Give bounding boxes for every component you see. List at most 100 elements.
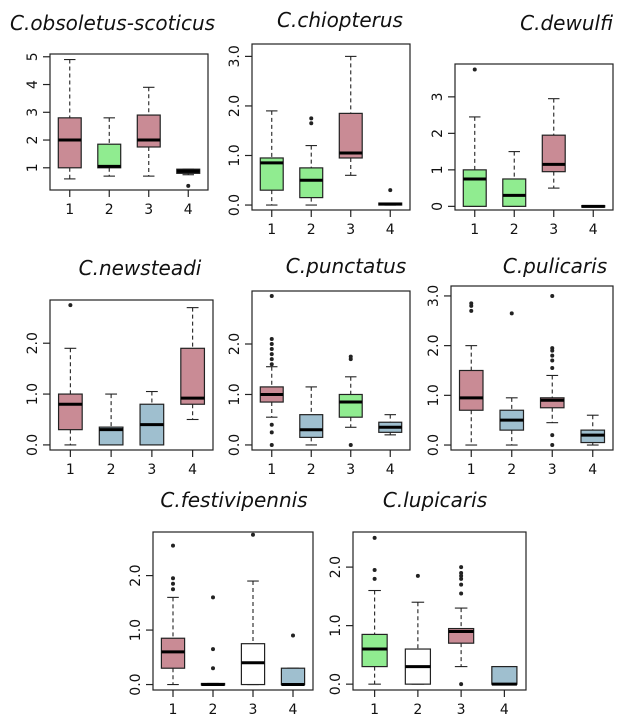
outlier-point [550,433,555,438]
y-tick-label: 5 [25,52,41,61]
box-group-2 [499,311,525,446]
box [280,667,306,686]
box-group-1 [259,294,284,447]
plot-frame [49,53,209,191]
outlier-point [291,633,295,638]
box-group-1 [160,543,186,686]
outlier-point [469,301,474,306]
y-tick-label: 2.0 [426,335,442,357]
x-tick-label: 1 [65,202,74,218]
outlier-point [211,595,215,600]
box-group-4 [280,633,306,687]
outlier-point [269,430,274,435]
plot-frame [251,43,411,211]
box [57,117,82,169]
plot-frame [152,531,314,691]
outlier-point [251,532,255,537]
outlier-point [171,581,175,586]
x-tick-label: 4 [588,462,597,478]
y-tick-label: 0.0 [227,194,243,216]
x-tick-label: 3 [346,462,355,478]
x-tick-label: 2 [107,462,116,478]
box-group-3 [447,565,475,687]
panel-title: C.punctatus [286,254,406,278]
y-tick-label: 2 [430,129,446,138]
y-tick-label: 2 [25,136,41,145]
outlier-point [459,582,464,587]
panel-title: C.dewulfi [520,11,613,35]
outlier-point [211,666,215,671]
x-tick-label: 4 [386,222,395,238]
box [338,393,363,418]
x-tick-label: 2 [307,462,316,478]
box [57,393,83,431]
panel-title: C.chiopterus [277,8,403,32]
x-tick-label: 1 [267,222,276,238]
box-group-2 [299,386,324,446]
y-tick-label: 1 [25,163,41,172]
x-tick-label: 1 [169,702,178,715]
box [491,665,518,685]
outlier-point [348,354,353,359]
outlier-point [269,347,274,352]
x-tick-label: 3 [249,702,258,715]
outlier-point [269,336,274,341]
outlier-point [459,570,464,575]
outlier-point [171,587,175,592]
outlier-point [550,353,555,358]
panel-title: C.obsoletus-scoticus [10,11,215,35]
box-group-3 [338,354,363,447]
box [502,178,527,207]
plot-frame [454,63,614,211]
y-tick-label: 2.0 [227,333,243,355]
x-tick-label: 4 [589,222,598,238]
box-group-1 [57,59,82,180]
box-group-2 [98,393,124,446]
outlier-point [68,303,73,308]
x-tick-label: 3 [549,222,558,238]
outlier-point [309,121,314,126]
x-tick-label: 1 [267,462,276,478]
box [462,169,487,207]
y-tick-label: 1 [430,165,446,174]
outlier-point [550,358,555,363]
outlier-point [459,565,464,570]
plot-frame [49,299,214,451]
plot-frame [251,290,411,451]
outlier-point [459,591,464,596]
panel-title: C.festivipennis [160,488,307,512]
y-tick-label: 2.0 [128,564,144,586]
y-tick-label: 0.0 [25,434,41,456]
box-group-4 [378,414,403,436]
y-tick-label: 1.0 [128,619,144,641]
y-tick-label: 1.0 [328,614,344,636]
box-group-4 [580,414,606,446]
outlier-point [269,352,274,357]
x-tick-label: 1 [467,462,476,478]
outlier-point [459,576,464,581]
box [541,134,566,173]
outlier-point [211,647,215,652]
outlier-point [472,67,477,72]
y-tick-label: 1.0 [426,384,442,406]
x-tick-label: 3 [346,222,355,238]
outlier-point [372,568,377,573]
y-tick-label: 3.0 [227,45,243,67]
y-tick-label: 2.0 [328,556,344,578]
x-tick-label: 1 [66,462,75,478]
box [299,167,324,199]
x-tick-label: 3 [548,462,557,478]
outlier-point [459,573,464,578]
box [299,414,324,438]
box-group-1 [361,535,388,685]
box-group-1 [458,301,484,446]
box [259,157,284,191]
panel-6: C.pulicaris 0.0 1.0 2.0 3.0 1 2 3 4 [426,254,614,478]
panel-2: C.chiopterus 0.0 1.0 2.0 3.0 1 2 3 4 [227,8,411,238]
y-tick-label: 0.0 [128,673,144,695]
outlier-point [459,682,464,687]
y-tick-label: 3.0 [426,285,442,307]
x-tick-label: 2 [105,202,114,218]
panel-4: C.newsteadi 0.0 1.0 2.0 1 2 3 4 [25,256,214,478]
outlier-point [550,346,555,351]
